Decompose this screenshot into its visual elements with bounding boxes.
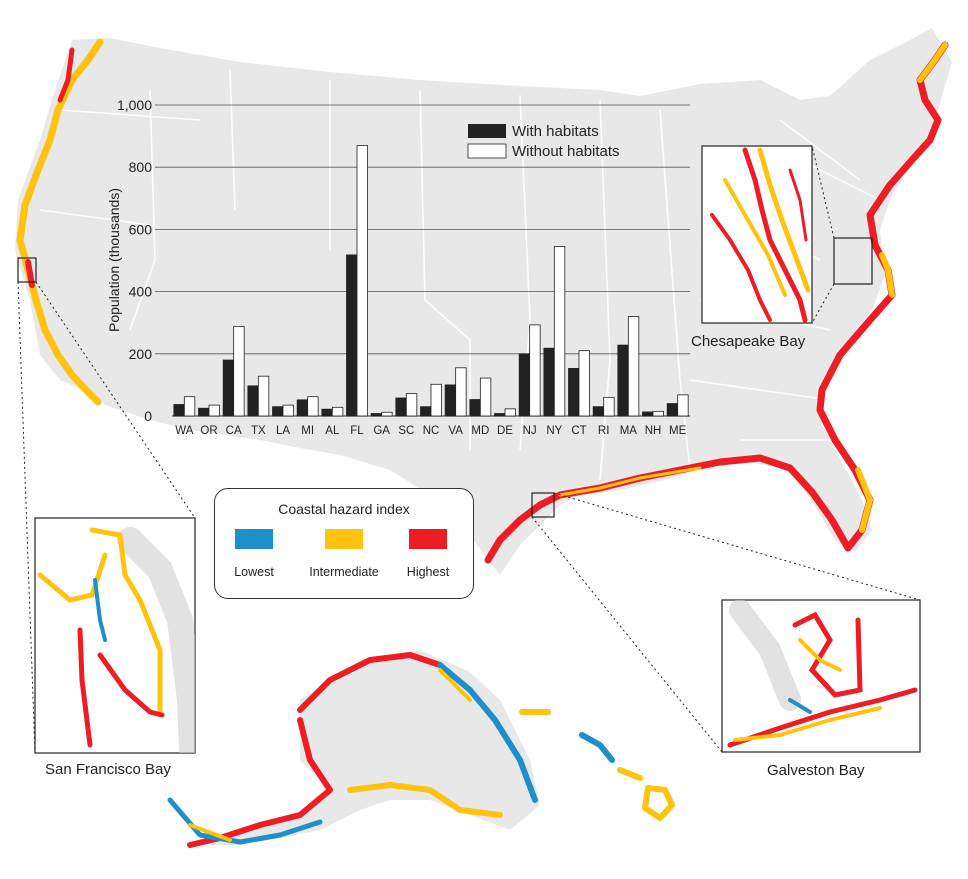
bar-NH-without [652,410,664,417]
x-tick-label: AL [325,425,340,437]
x-tick-label: TX [251,425,266,437]
bar-NC-with [420,406,432,417]
bar-DE-without [504,408,516,417]
san-francisco-inset [34,517,196,754]
bar-NC-without [430,383,442,417]
y-tick-label: 200 [129,346,153,362]
bar-CT-with [568,368,580,417]
galveston-caption: Galveston Bay [767,762,865,779]
chart-bars [173,145,689,417]
hazard-legend-title: Coastal hazard index [278,501,410,517]
bar-WA-without [183,396,196,417]
y-tick-label: 400 [129,284,153,300]
y-tick-label: 800 [129,159,153,175]
x-tick-label: VA [448,425,463,437]
bar-SC-with [395,397,407,417]
bar-LA-without [282,404,294,417]
y-axis-label: Population (thousands) [106,188,122,332]
x-tick-label: OR [200,425,217,437]
bar-LA-with [272,406,284,417]
y-tick-labels: 0 200 400 600 800 1,000 [117,97,152,424]
bar-CT-without [578,350,590,417]
bar-DE-with [494,413,506,417]
san-francisco-caption: San Francisco Bay [45,761,171,778]
y-tick-label: 0 [144,408,152,424]
bar-MD-with [469,399,481,417]
bar-NH-with [642,411,654,417]
legend-swatch-without [467,143,507,159]
hazard-legend: Coastal hazard index Lowest Intermediate… [214,488,474,599]
bar-GA-with [370,413,383,417]
x-tick-label: MA [620,425,638,437]
swatch-highest [409,529,447,549]
x-tick-labels: WA OR CA TX LA MI AL FL GA SC NC VA MD DE NJ NY CT RI MA NH… [175,425,686,437]
x-tick-label: MI [301,425,314,437]
bar-TX-with [247,385,259,417]
x-tick-label: NC [423,425,440,437]
y-tick-label: 600 [129,221,153,237]
bar-NY-without [553,246,566,417]
bar-RI-without [603,396,615,417]
bar-MI-without [307,396,319,417]
x-tick-label: NJ [523,425,537,437]
x-tick-label: DE [497,425,513,437]
x-tick-label: MD [471,425,489,437]
label-highest: Highest [406,565,450,579]
bar-TX-without [257,375,270,417]
bar-NY-with [543,347,555,417]
bar-AL-with [321,408,333,417]
x-tick-label: GA [373,425,390,437]
bar-VA-without [455,367,467,417]
bar-RI-with [592,406,605,417]
x-tick-label: CT [571,425,586,437]
x-tick-label: WA [175,425,193,437]
coastal-hazard-lines [16,38,949,848]
x-tick-label: NY [546,425,562,437]
legend-label-without: Without habitats [512,143,620,160]
x-tick-label: RI [598,425,610,437]
bar-MA-with [617,344,629,417]
x-tick-label: CA [226,425,242,437]
label-lowest: Lowest [234,565,274,579]
bar-MD-without [479,377,492,417]
bar-ME-with [666,403,679,417]
bar-NJ-without [529,324,541,417]
x-tick-label: NH [645,425,662,437]
bar-OR-without [208,404,220,417]
bar-ME-without [677,394,689,417]
swatch-lowest [235,529,273,549]
bar-MA-without [627,316,640,417]
bar-chart: 0 200 400 600 800 1,000 WA OR CA TX LA MI AL FL GA SC N… [106,97,690,437]
inset-markers [17,237,873,518]
y-tick-label: 1,000 [117,97,152,113]
bar-CA-without [233,326,245,417]
chesapeake-caption: Chesapeake Bay [691,333,806,350]
chart-legend: With habitats Without habitats [467,123,620,160]
bar-SC-without [405,393,418,417]
galveston-inset [721,599,921,753]
bar-FL-with [346,254,358,417]
bar-VA-with [444,384,457,417]
bar-AL-without [331,406,344,417]
x-tick-label: SC [398,425,414,437]
x-tick-label: ME [669,425,687,437]
x-tick-label: LA [276,425,290,437]
legend-label-with: With habitats [512,123,599,140]
legend-swatch-with [468,124,506,138]
bar-CA-with [222,359,235,417]
bar-OR-with [198,407,210,417]
bar-GA-without [381,411,393,417]
swatch-intermediate [325,529,363,549]
bar-FL-without [356,145,368,417]
bar-NJ-with [518,353,531,417]
bar-WA-with [173,404,185,417]
alaska-landmass [210,650,540,845]
inset-leaders [17,145,921,754]
x-tick-label: FL [350,425,364,437]
label-intermediate: Intermediate [309,565,379,579]
chesapeake-inset [701,145,813,324]
bar-MI-with [296,399,309,417]
